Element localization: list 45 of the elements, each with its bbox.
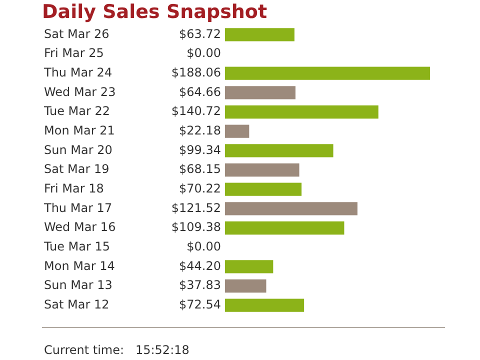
bar bbox=[225, 28, 294, 42]
bar bbox=[225, 260, 274, 274]
data-label: $22.18 bbox=[179, 123, 221, 138]
bar bbox=[225, 66, 430, 80]
y-tick-label: Tue Mar 15 bbox=[43, 239, 110, 254]
bar bbox=[225, 105, 378, 119]
y-tick-label: Wed Mar 23 bbox=[44, 84, 116, 99]
y-tick-label: Sat Mar 12 bbox=[44, 297, 110, 312]
bar bbox=[225, 182, 302, 196]
y-tick-label: Sun Mar 20 bbox=[44, 142, 112, 157]
y-tick-label: Sun Mar 13 bbox=[44, 278, 112, 292]
bar bbox=[225, 163, 300, 177]
y-tick-label: Fri Mar 25 bbox=[44, 46, 104, 60]
bar bbox=[225, 124, 250, 138]
bar bbox=[225, 279, 266, 293]
text: Current time: 15:52:18 bbox=[44, 343, 190, 357]
y-tick-label: Thu Mar 24 bbox=[43, 65, 112, 80]
bar bbox=[225, 86, 296, 100]
y-tick-label: Thu Mar 17 bbox=[43, 200, 112, 215]
data-label: $99.34 bbox=[179, 142, 221, 157]
y-tick-label: Wed Mar 16 bbox=[44, 220, 116, 234]
bar bbox=[225, 144, 334, 158]
data-label: $68.15 bbox=[179, 162, 221, 176]
data-label: $44.20 bbox=[179, 258, 221, 273]
y-tick-label: Mon Mar 14 bbox=[44, 258, 115, 273]
bar bbox=[225, 221, 344, 235]
data-label: $188.06 bbox=[171, 65, 221, 80]
data-label: $37.83 bbox=[179, 278, 221, 292]
data-label: $63.72 bbox=[179, 26, 221, 41]
y-tick-label: Mon Mar 21 bbox=[44, 123, 115, 138]
data-label: $121.52 bbox=[171, 200, 221, 215]
data-label: $109.38 bbox=[171, 220, 221, 234]
y-tick-label: Sat Mar 26 bbox=[44, 26, 110, 41]
y-tick-label: Tue Mar 22 bbox=[43, 104, 110, 118]
data-label: $72.54 bbox=[179, 297, 221, 312]
data-label: $140.72 bbox=[171, 104, 221, 118]
data-label: $64.66 bbox=[179, 84, 221, 99]
data-label: $0.00 bbox=[186, 46, 221, 60]
data-label: $70.22 bbox=[179, 181, 221, 196]
y-tick-label: Sat Mar 19 bbox=[44, 162, 110, 176]
data-label: $0.00 bbox=[186, 239, 221, 254]
y-tick-label: Fri Mar 18 bbox=[44, 181, 104, 196]
bar bbox=[225, 298, 304, 312]
chart-title: Daily Sales Snapshot bbox=[42, 1, 268, 23]
bar bbox=[225, 202, 358, 216]
